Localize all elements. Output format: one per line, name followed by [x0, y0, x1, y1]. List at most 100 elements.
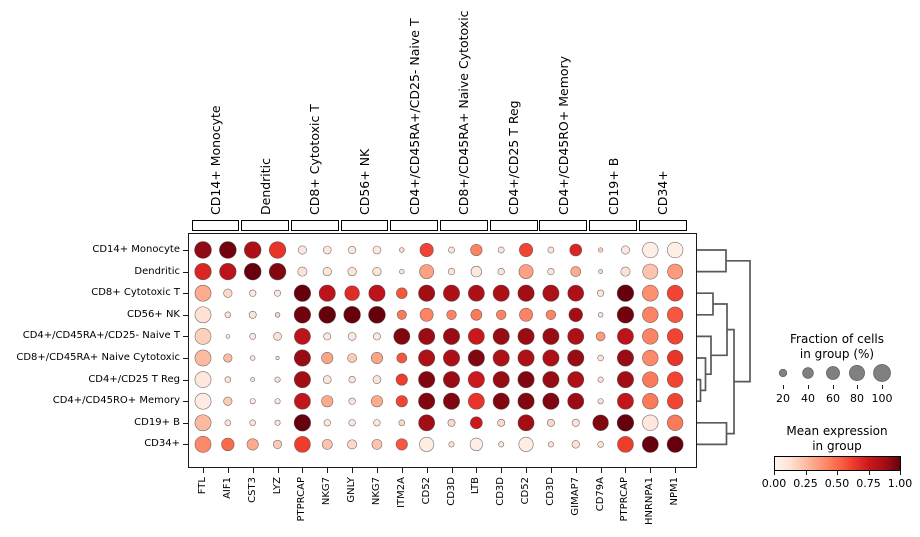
dot	[293, 414, 311, 432]
size-legend-title-line2: in group (%)	[799, 347, 875, 361]
x-tick	[302, 468, 304, 473]
dot	[225, 334, 231, 339]
dot	[194, 436, 212, 453]
dot	[418, 392, 436, 410]
gene-label: CST3	[246, 477, 258, 503]
dot	[419, 264, 435, 280]
x-tick	[501, 468, 503, 473]
dot	[446, 309, 457, 320]
dot	[194, 392, 212, 410]
y-tick	[183, 379, 188, 381]
x-tick	[526, 468, 528, 473]
dot	[617, 328, 634, 345]
colorbar-tick	[805, 471, 807, 475]
dot	[642, 263, 659, 280]
gene-label: PTPRCAP	[296, 477, 308, 522]
group-bracket	[191, 220, 240, 231]
dot	[297, 245, 307, 255]
dot	[617, 371, 634, 389]
dot	[248, 310, 257, 319]
size-legend-tick	[808, 385, 809, 389]
gene-label: LYZ	[271, 477, 283, 495]
group-label: CD4+/CD25 T Reg	[506, 100, 522, 215]
size-legend-tick-label: 100	[871, 392, 893, 405]
colorbar-tick-label: 0.00	[761, 477, 787, 490]
group-label: CD14+ Monocyte	[207, 105, 223, 215]
x-tick	[575, 468, 577, 473]
dot	[467, 284, 485, 302]
group-bracket	[539, 220, 588, 231]
dot	[368, 306, 386, 324]
dot	[597, 354, 604, 362]
dot	[547, 268, 555, 276]
dot	[571, 418, 580, 427]
dot	[571, 440, 580, 449]
y-tick	[183, 358, 188, 359]
gene-label: FTL	[197, 477, 208, 495]
dot	[224, 311, 232, 319]
dot	[294, 328, 311, 345]
size-legend-dot	[778, 368, 788, 378]
dot	[370, 352, 383, 365]
dot	[467, 349, 485, 367]
colorbar-tick	[900, 471, 901, 475]
dot	[418, 327, 436, 345]
dot	[219, 241, 237, 259]
celltype-label: CD14+ Monocyte	[92, 244, 180, 255]
dot	[322, 375, 332, 384]
group-bracket	[589, 220, 637, 231]
dot	[443, 349, 460, 367]
dot	[274, 312, 281, 318]
dot	[542, 349, 560, 367]
dot	[498, 441, 505, 448]
dot	[642, 328, 659, 345]
dot	[399, 268, 405, 275]
dot	[598, 247, 604, 253]
size-legend-dot	[826, 366, 840, 380]
dot	[244, 241, 262, 259]
group-bracket	[638, 220, 687, 231]
group-label: CD56+ NK	[357, 148, 373, 215]
dot	[492, 392, 510, 410]
dot	[642, 414, 659, 431]
y-tick	[183, 293, 188, 295]
dot	[395, 438, 408, 451]
gene-label: ITM2A	[395, 477, 407, 508]
dendrogram-link	[697, 421, 728, 446]
gene-label: NKG7	[321, 477, 333, 506]
dot	[447, 418, 456, 427]
dot	[418, 414, 436, 432]
dot	[547, 441, 554, 448]
dot	[667, 414, 684, 431]
dot	[620, 266, 631, 277]
dot	[194, 263, 212, 281]
dot	[373, 332, 381, 341]
dot	[667, 371, 684, 388]
dot	[642, 349, 659, 367]
dot	[249, 289, 257, 297]
dot	[467, 328, 485, 345]
dot	[274, 398, 281, 405]
dot	[616, 284, 635, 302]
gene-label: CD79A	[594, 477, 606, 512]
dot	[194, 349, 212, 367]
celltype-label: CD8+/CD45RA+ Naive Cytotoxic	[16, 352, 180, 363]
dot	[517, 371, 535, 389]
dot	[492, 371, 510, 389]
dot	[592, 414, 609, 431]
x-tick	[401, 468, 403, 473]
y-tick	[183, 401, 188, 403]
x-tick	[650, 468, 652, 473]
dot	[547, 246, 555, 254]
dot	[542, 284, 560, 302]
celltype-label: CD4+/CD25 T Reg	[88, 373, 180, 385]
dot	[617, 392, 634, 410]
dot	[344, 285, 360, 301]
dot	[597, 441, 604, 448]
dot	[519, 307, 533, 322]
gene-label: GIMAP7	[569, 477, 581, 516]
y-tick	[183, 422, 188, 424]
size-legend-tick	[857, 385, 858, 389]
dot	[418, 284, 436, 302]
dot	[517, 284, 535, 302]
